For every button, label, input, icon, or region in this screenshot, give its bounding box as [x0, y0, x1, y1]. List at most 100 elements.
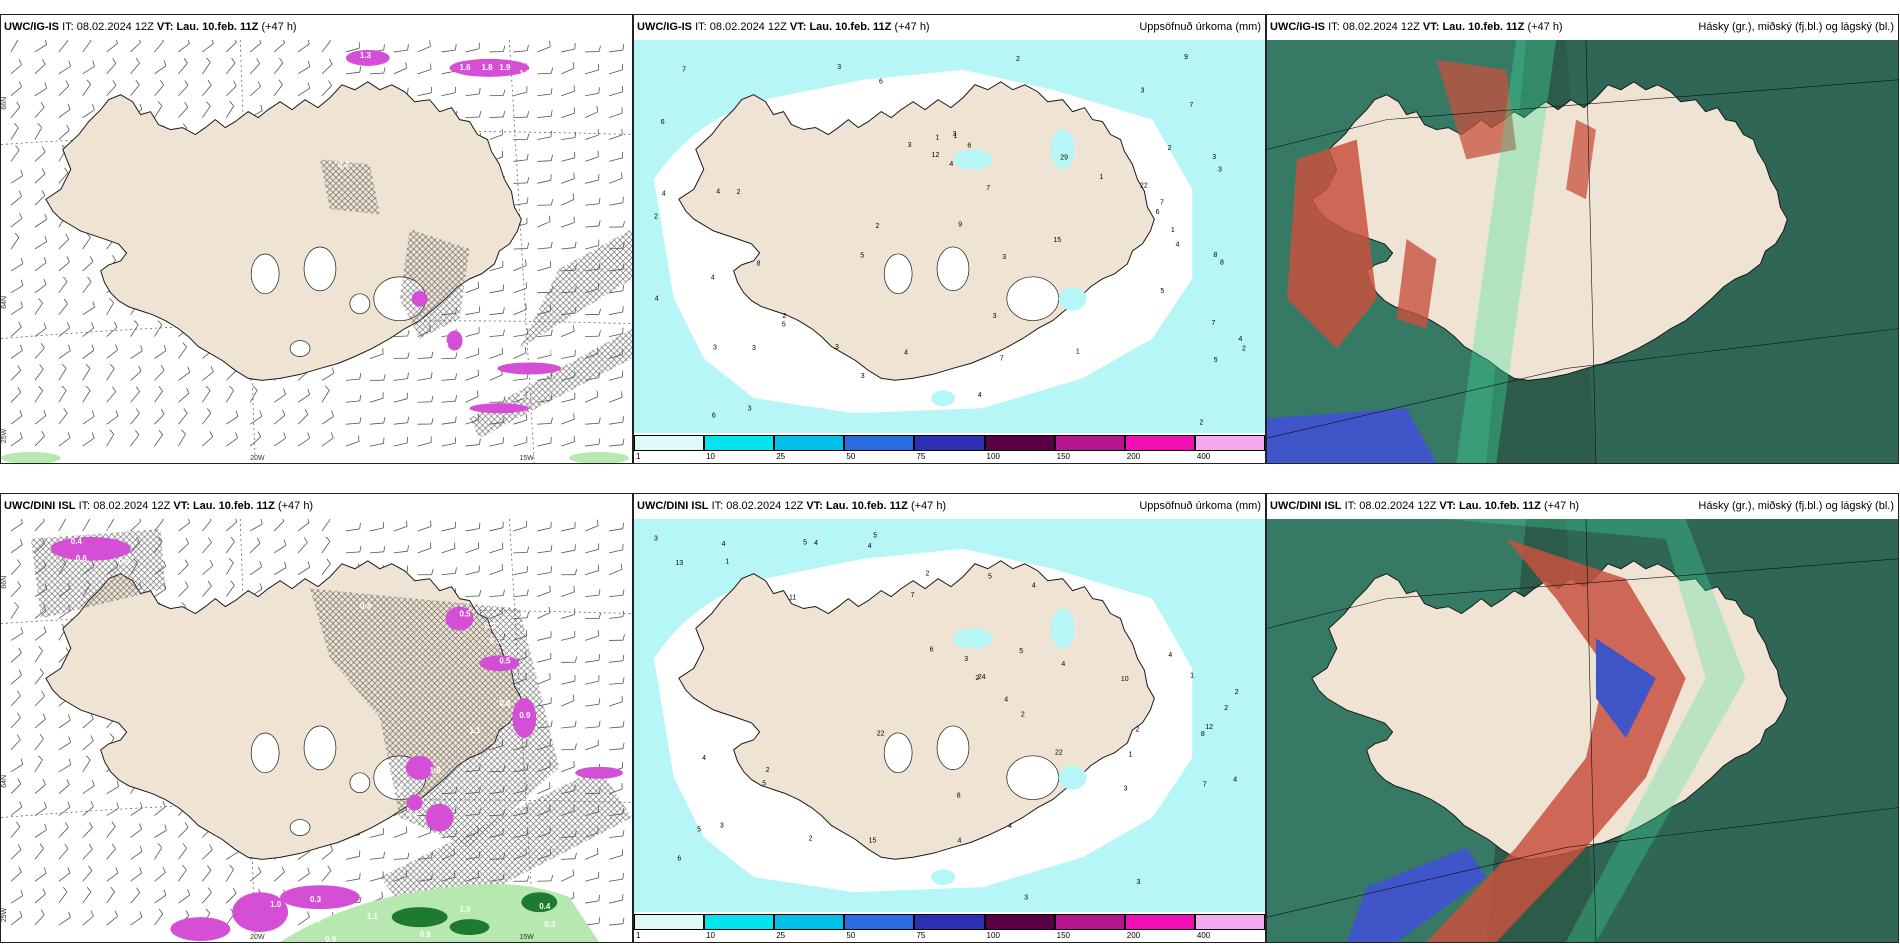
wind-value-label: 0.3 — [360, 602, 372, 611]
precip-value-label: 7 — [1000, 355, 1004, 362]
wind-value-label: 0.6 — [260, 935, 272, 942]
panel-wind-bottom: UWC/DINI ISL IT: 08.02.2024 12Z VT: Lau.… — [0, 493, 633, 943]
title-it-label: IT: — [1344, 500, 1357, 512]
green-core — [521, 892, 558, 913]
colorbar-swatch — [1124, 435, 1195, 451]
map-area: 1.3 1 1.6 1.8 1.9 1.8 0.3 1.3 1.3 0.4 66N 64N 25W 20W… — [1, 40, 632, 463]
colorbar-swatch — [1054, 914, 1125, 930]
colorbar-tick: 50 — [846, 931, 856, 940]
precip-value-label: 3 — [993, 313, 997, 320]
precip-patch — [931, 390, 955, 407]
precip-value-label: 2 — [926, 570, 930, 577]
precip-value-label: 7 — [1211, 320, 1215, 327]
precip-value-label: 22 — [1140, 183, 1148, 190]
precip-value-label: 4 — [716, 188, 720, 195]
high-cloud — [1436, 59, 1517, 160]
colorbar-tick: 25 — [776, 452, 786, 461]
precip-value-label: 7 — [986, 185, 990, 192]
title-it: 08.02.2024 12Z — [76, 21, 154, 33]
colorbar-swatch — [914, 914, 985, 930]
colorbar-swatch — [704, 914, 775, 930]
precip-blob — [411, 290, 428, 307]
glacier — [349, 772, 371, 794]
map-svg — [1267, 519, 1898, 942]
wind-value-label: 0.3 — [310, 915, 322, 924]
grid-label-25w: 25W — [1, 907, 8, 922]
panel-title: UWC/DINI ISL IT: 08.02.2024 12Z VT: Lau.… — [1267, 494, 1898, 519]
glacier — [289, 340, 311, 357]
title-vt: Lau. 10.feb. 11Z — [825, 500, 908, 512]
precip-value-label: 13 — [675, 560, 683, 567]
precip-value-label: 2 — [766, 767, 770, 774]
grid-label-25w: 25W — [1, 428, 8, 443]
wind-value-label: 1.3 — [438, 342, 450, 351]
precip-blob — [425, 803, 454, 832]
wind-value-label: 1.5 — [408, 813, 420, 822]
hatch-area — [399, 229, 470, 339]
colorbar-swatch — [774, 435, 845, 451]
precip-blob — [469, 403, 530, 414]
precip-value-label: 8 — [1201, 731, 1205, 738]
glacier — [936, 246, 970, 292]
title-it: 08.02.2024 12Z — [93, 500, 171, 512]
high-cloud — [1396, 239, 1437, 329]
title-model: UWC/IG-IS — [637, 21, 692, 33]
panel-right-title: Uppsöfnuð úrkoma (mm) — [1139, 21, 1261, 33]
precip-patch — [931, 869, 955, 886]
colorbar-swatch — [984, 914, 1055, 930]
precip-value-label: 10 — [1121, 676, 1129, 683]
precip-patch — [952, 628, 993, 649]
wind-value-label: 1.1 — [470, 726, 482, 735]
wind-value-label: 0.6 — [499, 699, 511, 708]
colorbar-tick: 1 — [636, 931, 641, 940]
colorbar-swatch — [1194, 914, 1265, 930]
precip-colorbar: 1 10 25 50 75 100 150 200 400 — [634, 433, 1265, 463]
title-vt: Lau. 10.feb. 11Z — [176, 21, 259, 33]
panel-right-title: Hásky (gr.), miðský (fj.bl.) og lágský (… — [1698, 21, 1894, 33]
panel-title: UWC/DINI ISL IT: 08.02.2024 12Z VT: Lau.… — [1, 494, 632, 519]
title-vt-label: VT: — [1422, 21, 1440, 33]
precip-blob — [170, 917, 231, 942]
colorbar-tick: 25 — [776, 931, 786, 940]
precip-value-label: 5 — [988, 573, 992, 580]
precip-value-label: 6 — [967, 143, 971, 150]
precip-value-label: 3 — [1140, 88, 1144, 95]
precip-value-label: 5 — [782, 321, 786, 328]
precip-value-label: 2 — [1021, 712, 1025, 719]
title-vt-label: VT: — [789, 21, 807, 33]
glacier — [250, 732, 280, 774]
precip-value-label: 3 — [1024, 895, 1028, 902]
precip-patch — [1058, 765, 1087, 790]
wind-value-label: 0.3 — [101, 527, 113, 536]
geo-line — [1585, 40, 1597, 463]
precip-value-label: 2 — [1199, 419, 1203, 426]
precip-value-label: 12 — [1205, 724, 1213, 731]
geo-line — [1267, 79, 1898, 150]
precip-value-label: 4 — [958, 838, 962, 845]
high-cloud — [1286, 139, 1377, 349]
precip-blob — [280, 885, 360, 910]
precip-value-label: 5 — [803, 539, 807, 546]
precip-blob — [445, 606, 474, 631]
glacier — [289, 819, 311, 836]
colorbar-swatch — [844, 435, 915, 451]
colorbar-swatch — [1124, 914, 1195, 930]
glacier — [303, 246, 337, 292]
precip-value-label: 3 — [953, 131, 957, 138]
colorbar-swatch — [1054, 435, 1125, 451]
glacier — [303, 725, 337, 771]
precip-patch — [1050, 608, 1075, 649]
precip-value-label: 15 — [1053, 237, 1061, 244]
title-vt-label: VT: — [173, 500, 190, 512]
precip-value-label: 5 — [860, 252, 864, 259]
grid-label-64n: 64N — [1, 296, 8, 309]
precip-value-label: 4 — [1061, 661, 1065, 668]
precip-value-label: 24 — [978, 674, 986, 681]
colorbar-swatch — [984, 435, 1055, 451]
wind-value-label: 1.8 — [481, 63, 493, 72]
wind-value-label: 1.8 — [519, 69, 531, 78]
glacier — [936, 725, 970, 771]
precip-value-label: 4 — [1032, 583, 1036, 590]
title-it-label: IT: — [78, 500, 91, 512]
